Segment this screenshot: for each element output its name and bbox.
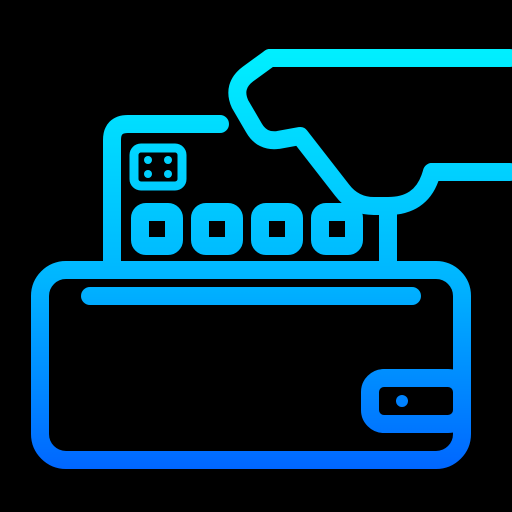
- icon-strokes: [40, 58, 510, 460]
- card-number-block-1: [200, 212, 234, 246]
- card-chip: [134, 148, 182, 186]
- hand-outline: [237, 58, 432, 206]
- wallet-clasp: [370, 378, 462, 424]
- card-number-block-0: [140, 212, 174, 246]
- wallet-card-hand-icon: [0, 0, 512, 512]
- wallet-clasp-dot: [396, 395, 408, 407]
- wallet-card-hand-icon: [0, 0, 512, 512]
- card-number-block-2: [260, 212, 294, 246]
- card-number-block-3: [320, 212, 354, 246]
